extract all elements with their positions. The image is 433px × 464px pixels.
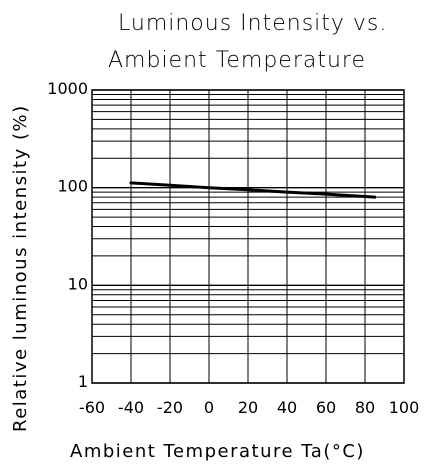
x-tick-labels: -60 -40 -20 0 20 40 60 80 100 (79, 398, 419, 417)
y-tick-label: 100 (57, 177, 88, 196)
series-line (129, 181, 377, 199)
y-axis-label: Relative luminous intensity (%) (10, 104, 31, 432)
x-tick-label: -40 (118, 398, 144, 417)
y-tick-label: 1000 (47, 79, 88, 98)
x-tick-label: 60 (316, 398, 336, 417)
x-tick-label: 0 (204, 398, 214, 417)
series-layer (129, 181, 377, 199)
x-tick-label: -60 (79, 398, 105, 417)
x-axis-label: Ambient Temperature Ta(°C) (70, 441, 365, 462)
grid (91, 89, 405, 384)
y-tick-label: 10 (68, 274, 88, 293)
x-tick-label: 100 (389, 398, 420, 417)
y-tick-labels: 1 10 100 1000 (47, 79, 88, 391)
x-tick-label: 40 (277, 398, 297, 417)
y-tick-label: 1 (78, 372, 88, 391)
x-tick-label: -20 (157, 398, 183, 417)
chart-title-line-2: Ambient Temperature (108, 48, 366, 73)
plot-area (91, 89, 405, 384)
chart-title-line-1: Luminous Intensity vs. (118, 11, 387, 36)
x-tick-label: 20 (238, 398, 258, 417)
x-tick-label: 80 (355, 398, 375, 417)
